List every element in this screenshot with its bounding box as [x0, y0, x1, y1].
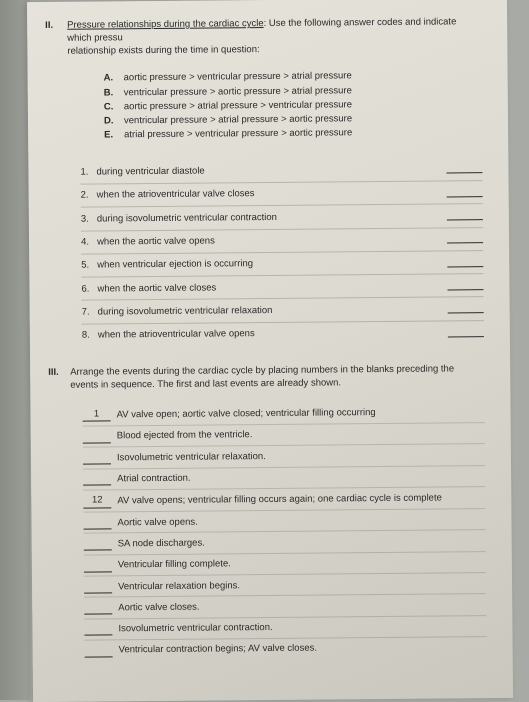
seq-blank	[85, 647, 113, 657]
answer-blank	[448, 312, 484, 313]
seq-blank	[83, 476, 111, 486]
item-8: 8.when the atrioventricular valve opens	[82, 321, 484, 347]
item-4: 4.when the aortic valve opens	[81, 228, 483, 255]
seq-blank	[84, 583, 112, 593]
sequence-items: 1AV valve open; aortic valve closed; ven…	[82, 401, 486, 661]
seq-blank	[84, 626, 112, 636]
seq-blank: 12	[83, 494, 111, 509]
section-3-header: III. Arrange the events during the cardi…	[70, 363, 484, 392]
seq-blank	[84, 562, 112, 572]
seq-blank	[84, 541, 112, 551]
answer-blank	[448, 336, 484, 337]
section-2-number: II.	[45, 20, 53, 33]
seq-blank: 1	[82, 408, 110, 423]
item-6: 6.when the aortic valve closes	[81, 274, 483, 301]
seq-blank	[83, 519, 111, 529]
section-2-subtitle: relationship exists during the time in q…	[67, 44, 259, 57]
answer-options: A.aortic pressure > ventricular pressure…	[104, 69, 483, 144]
section-2-title-underlined: Pressure relationships during the cardia…	[67, 18, 264, 31]
answer-blank	[447, 243, 483, 244]
answer-blank	[447, 266, 483, 267]
section-3-number: III.	[48, 367, 59, 380]
item-5: 5.when ventricular ejection is occurring	[81, 251, 483, 278]
item-3: 3.during isovolumetric ventricular contr…	[81, 204, 483, 231]
seq-blank	[83, 433, 111, 443]
page-shadow	[0, 0, 30, 700]
item-1: 1.during ventricular diastole	[80, 158, 482, 185]
section-3-text: Arrange the events during the cardiac cy…	[70, 363, 454, 390]
seq-blank	[83, 454, 111, 464]
answer-blank	[447, 219, 483, 220]
answer-blank	[447, 289, 483, 290]
option-e: E.atrial pressure > ventricular pressure…	[104, 126, 482, 144]
item-2: 2.when the atrioventricular valve closes	[81, 181, 483, 208]
seq-item: Ventricular contraction begins; AV valve…	[85, 637, 487, 661]
item-7: 7.during isovolumetric ventricular relax…	[82, 298, 484, 325]
section-2-header: II. Pressure relationships during the ca…	[67, 16, 481, 58]
seq-blank	[84, 605, 112, 615]
question-items: 1.during ventricular diastole 2.when the…	[80, 158, 484, 347]
worksheet-page: II. Pressure relationships during the ca…	[27, 0, 513, 702]
section-3: III. Arrange the events during the cardi…	[70, 363, 487, 661]
answer-blank	[447, 196, 483, 197]
answer-blank	[446, 173, 482, 174]
